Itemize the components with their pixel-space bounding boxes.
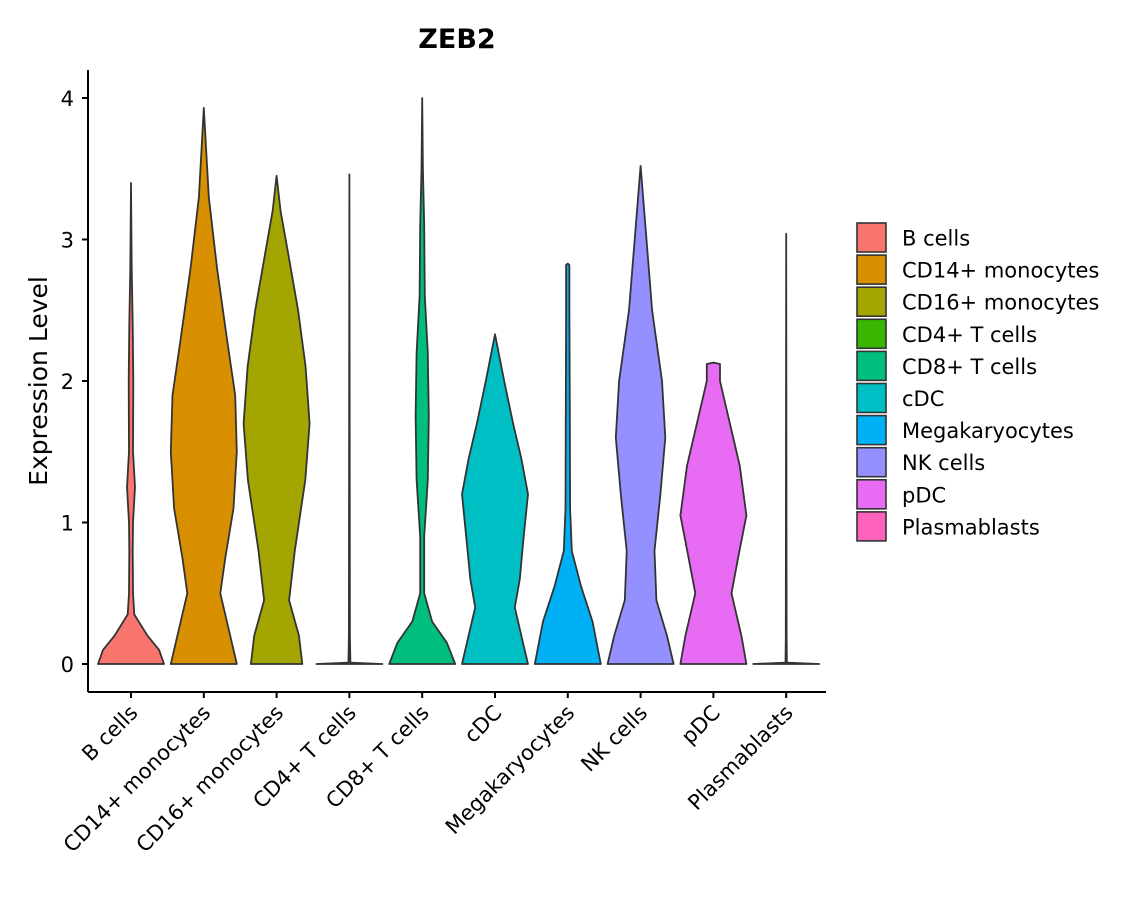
violins-group	[97, 97, 821, 665]
legend-key	[856, 318, 887, 350]
legend-key	[856, 222, 887, 253]
legend-key	[856, 254, 887, 285]
x-tick-label: B cells	[77, 701, 142, 766]
chart-title: ZEB2	[418, 24, 495, 55]
violin-cd16-monocytes	[242, 174, 311, 665]
legend-key	[856, 478, 887, 510]
legend-label: CD14+ monocytes	[902, 259, 1099, 283]
legend-key	[856, 511, 887, 542]
y-tick-label: 1	[61, 512, 74, 536]
violin-cdc	[461, 333, 529, 665]
violin-cd8-t-cells	[388, 97, 457, 665]
legend-label: CD8+ T cells	[902, 355, 1037, 379]
legend-label: Plasmablasts	[902, 515, 1040, 539]
legend-key	[856, 350, 887, 382]
violin-nk-cells	[606, 165, 675, 665]
legend-label: NK cells	[902, 451, 985, 475]
legend-key	[856, 382, 887, 414]
legend-label: Megakaryocytes	[902, 419, 1074, 443]
violin-cd4-t-cells	[315, 173, 384, 665]
violin-plasmablasts	[752, 232, 821, 665]
violin-pdc	[679, 361, 748, 665]
y-tick-label: 0	[61, 653, 74, 677]
legend-label: cDC	[902, 387, 944, 411]
legend-key	[856, 446, 887, 478]
violin-megakaryocytes	[533, 262, 602, 665]
legend-key	[856, 286, 887, 318]
x-tick-label: pDC	[677, 701, 725, 749]
violin-b-cells	[97, 182, 165, 665]
legend: B cells CD14+ monocytes CD16+ monocytes CD4…	[856, 222, 1099, 542]
x-tick-label: NK cells	[576, 701, 652, 777]
y-tick-label: 2	[61, 370, 74, 394]
legend-label: CD16+ monocytes	[902, 291, 1099, 315]
x-tick-label: Megakaryocytes	[441, 701, 580, 840]
x-tick-label: cDC	[460, 701, 507, 748]
y-tick-label: 3	[61, 229, 74, 253]
legend-label: pDC	[902, 483, 946, 507]
y-axis-title: Expression Level	[24, 276, 53, 486]
legend-label: CD4+ T cells	[902, 323, 1037, 347]
violin-cd14-monocytes	[169, 107, 238, 665]
legend-label: B cells	[902, 227, 970, 251]
y-tick-label: 4	[61, 87, 74, 111]
legend-key	[856, 414, 887, 446]
